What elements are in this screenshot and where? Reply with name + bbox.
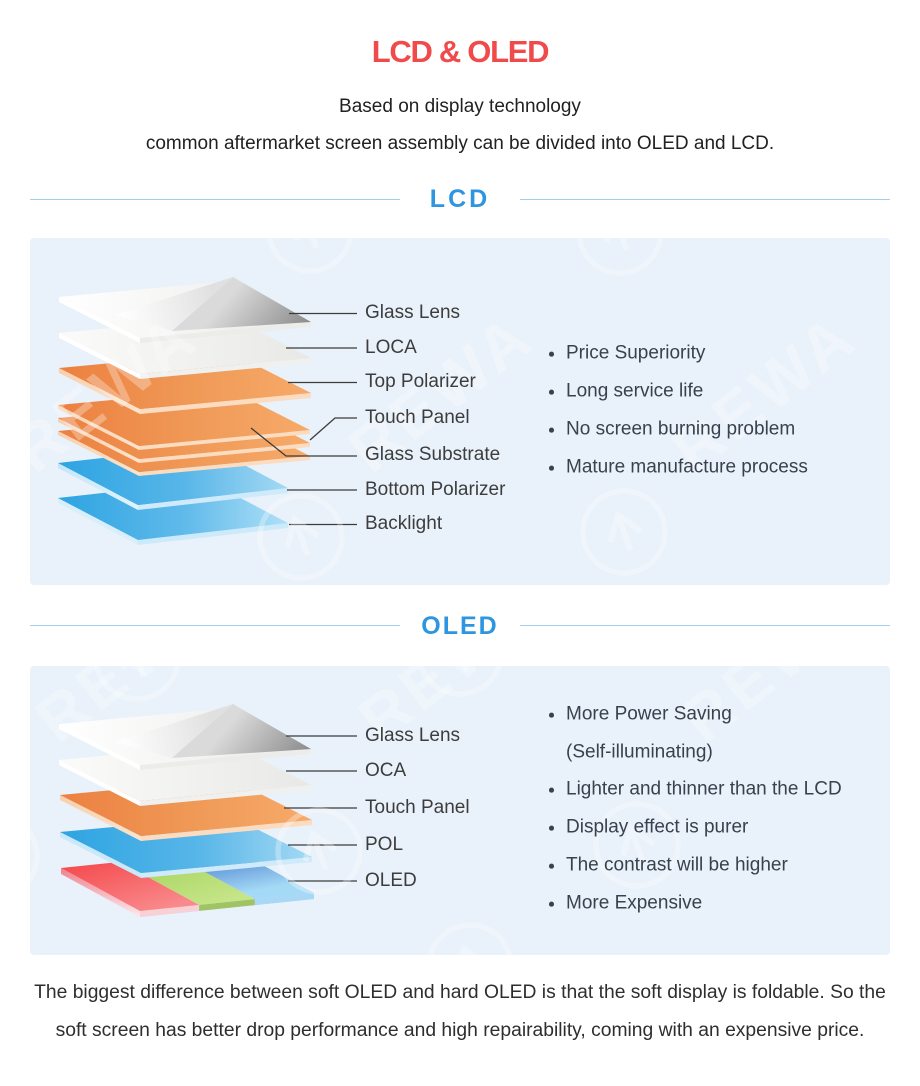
svg-text:REWA: REWA — [30, 666, 234, 756]
svg-text:REWA: REWA — [30, 299, 211, 486]
